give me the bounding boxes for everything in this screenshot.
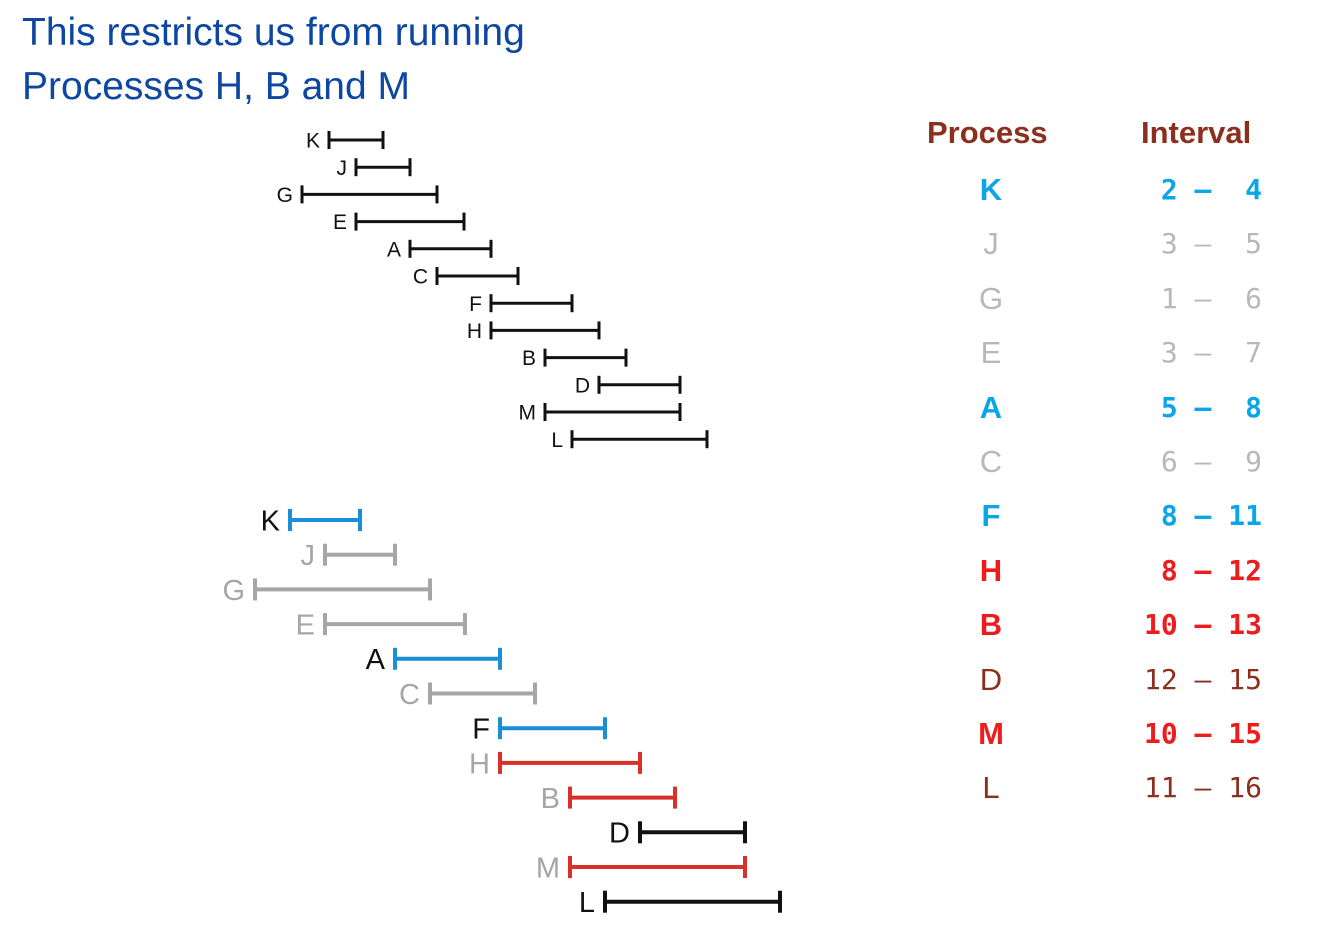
original-interval-b: B [522, 347, 628, 370]
table-cell-interval: 5 – 8 [1143, 390, 1262, 424]
status-label-k: K [261, 505, 281, 537]
original-label-a: A [387, 238, 401, 261]
table-cell-process: B [979, 607, 1003, 643]
original-label-c: C [413, 266, 428, 289]
status-interval-h: H [469, 748, 642, 780]
status-interval-l: L [579, 887, 782, 919]
original-interval-l: L [551, 429, 709, 452]
table-row-f: F 8 – 11 [930, 496, 1270, 536]
table-cell-process: G [978, 280, 1004, 316]
table-cell-interval: 3 – 7 [1143, 336, 1262, 370]
table-row-d: D 12 – 15 [930, 660, 1270, 700]
table-cell-process: J [983, 226, 999, 262]
status-interval-d: D [609, 818, 747, 850]
original-interval-j: J [337, 157, 412, 180]
table-cell-interval: 8 – 11 [1143, 499, 1262, 533]
status-label-l: L [579, 887, 595, 919]
table-cell-interval: 3 – 5 [1143, 227, 1262, 261]
status-label-j: J [301, 540, 316, 572]
table-row-e: E 3 – 7 [930, 333, 1270, 373]
table-row-b: B 10 – 13 [930, 605, 1270, 645]
status-label-m: M [536, 852, 560, 884]
status-label-e: E [296, 610, 315, 642]
table-row-l: L 11 – 16 [930, 768, 1270, 808]
table-cell-interval: 10 – 15 [1143, 717, 1262, 750]
headline-line-2: Processes H, B and M [22, 65, 410, 108]
table-cell-interval: 6 – 9 [1143, 445, 1262, 478]
table-cell-interval: 12 – 15 [1143, 662, 1262, 696]
original-interval-d: D [575, 374, 682, 397]
original-label-h: H [467, 320, 482, 343]
table-header-interval: Interval [1141, 115, 1252, 150]
status-interval-b: B [541, 783, 677, 815]
status-interval-a: A [366, 644, 502, 676]
table-cell-interval: 8 – 12 [1143, 553, 1262, 587]
original-label-g: G [277, 184, 293, 207]
status-interval-g: G [222, 575, 432, 607]
original-label-d: D [575, 374, 590, 397]
table-row-k: K 2 – 4 [930, 170, 1270, 210]
original-interval-f: F [469, 293, 574, 316]
table-header-process: Process [927, 115, 1048, 150]
table-cell-process: H [979, 552, 1003, 588]
table-cell-process: A [979, 389, 1003, 425]
original-label-j: J [337, 157, 348, 180]
table-cell-process: E [980, 335, 1002, 371]
table-cell-process: M [978, 716, 1004, 751]
table-cell-process: L [982, 770, 1000, 806]
status-label-c: C [399, 679, 420, 711]
original-label-l: L [551, 429, 563, 452]
status-interval-m: M [536, 852, 747, 884]
original-interval-k: K [306, 130, 385, 153]
table-cell-process: F [981, 498, 1001, 534]
original-interval-a: A [387, 238, 493, 261]
status-label-h: H [469, 748, 490, 780]
table-row-j: J 3 – 5 [930, 224, 1270, 264]
original-label-m: M [519, 402, 537, 425]
status-interval-e: E [296, 610, 467, 642]
status-label-f: F [472, 714, 490, 746]
headline: This restricts us from running Processes… [22, 6, 525, 114]
table-row-h: H 8 – 12 [930, 551, 1270, 591]
table-row-c: C 6 – 9 [930, 442, 1270, 482]
status-label-a: A [366, 644, 386, 676]
status-interval-f: F [472, 714, 607, 746]
status-interval-c: C [399, 679, 537, 711]
interval-diagram-original: KJ G E AC FH B D ML [277, 130, 709, 452]
original-interval-m: M [519, 402, 682, 425]
table-row-g: G 1 – 6 [930, 279, 1270, 319]
original-interval-h: H [467, 320, 601, 343]
original-interval-c: C [413, 266, 520, 289]
status-label-b: B [541, 783, 560, 815]
original-interval-e: E [333, 211, 466, 234]
table-cell-interval: 10 – 13 [1143, 608, 1262, 642]
table-cell-process: K [979, 172, 1003, 207]
status-label-g: G [222, 575, 245, 607]
original-label-e: E [333, 211, 347, 234]
table-cell-interval: 2 – 4 [1143, 173, 1262, 206]
table-cell-process: C [979, 444, 1003, 479]
table-cell-process: D [979, 661, 1003, 697]
original-label-b: B [522, 347, 536, 370]
original-interval-g: G [277, 184, 439, 207]
headline-line-1: This restricts us from running [22, 11, 525, 54]
table-row-m: M 10 – 15 [930, 714, 1270, 754]
status-interval-k: K [261, 505, 362, 537]
table-cell-interval: 1 – 6 [1143, 281, 1262, 315]
original-label-k: K [306, 130, 320, 153]
interval-diagram-status: KJ G E AC FH B D ML [222, 505, 782, 919]
original-label-f: F [469, 293, 482, 316]
table-row-a: A 5 – 8 [930, 388, 1270, 428]
table-cell-interval: 11 – 16 [1143, 771, 1262, 805]
status-interval-j: J [301, 540, 397, 572]
status-label-d: D [609, 818, 630, 850]
